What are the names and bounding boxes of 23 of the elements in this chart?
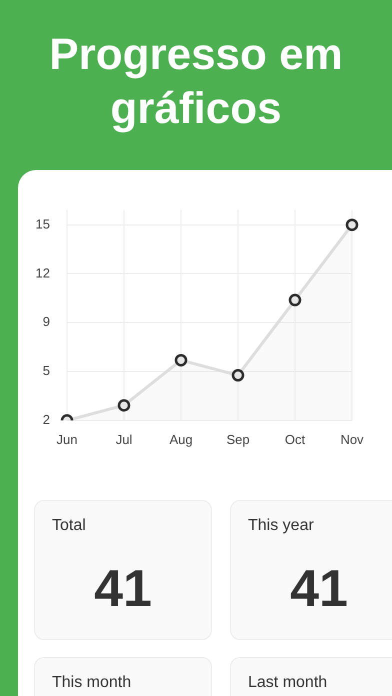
y-tick-label: 5: [42, 363, 50, 378]
y-tick-label: 2: [42, 412, 50, 427]
point: [232, 369, 244, 382]
text: This year: [248, 517, 314, 535]
text: 41: [93, 559, 153, 619]
y-tick-label: 12: [36, 265, 50, 280]
text: Total: [52, 517, 86, 535]
x-tick-label: Jun: [56, 432, 78, 447]
text: This month: [52, 674, 132, 692]
y-tick-label: 15: [36, 216, 50, 232]
text: 41: [289, 559, 349, 619]
chart-title: Progresso em gráficos: [48, 29, 344, 135]
x-tick-label: Sep: [226, 432, 250, 447]
x-tick-label: Oct: [284, 432, 306, 447]
point: [174, 354, 188, 366]
point: [288, 294, 302, 306]
x-tick-label: Nov: [340, 432, 364, 447]
point: [118, 399, 130, 412]
point: [346, 218, 358, 232]
x-tick-label: Aug: [169, 432, 193, 447]
x-tick-label: Jul: [116, 432, 132, 447]
y-tick-label: 9: [42, 314, 50, 330]
text: Last month: [248, 674, 328, 692]
